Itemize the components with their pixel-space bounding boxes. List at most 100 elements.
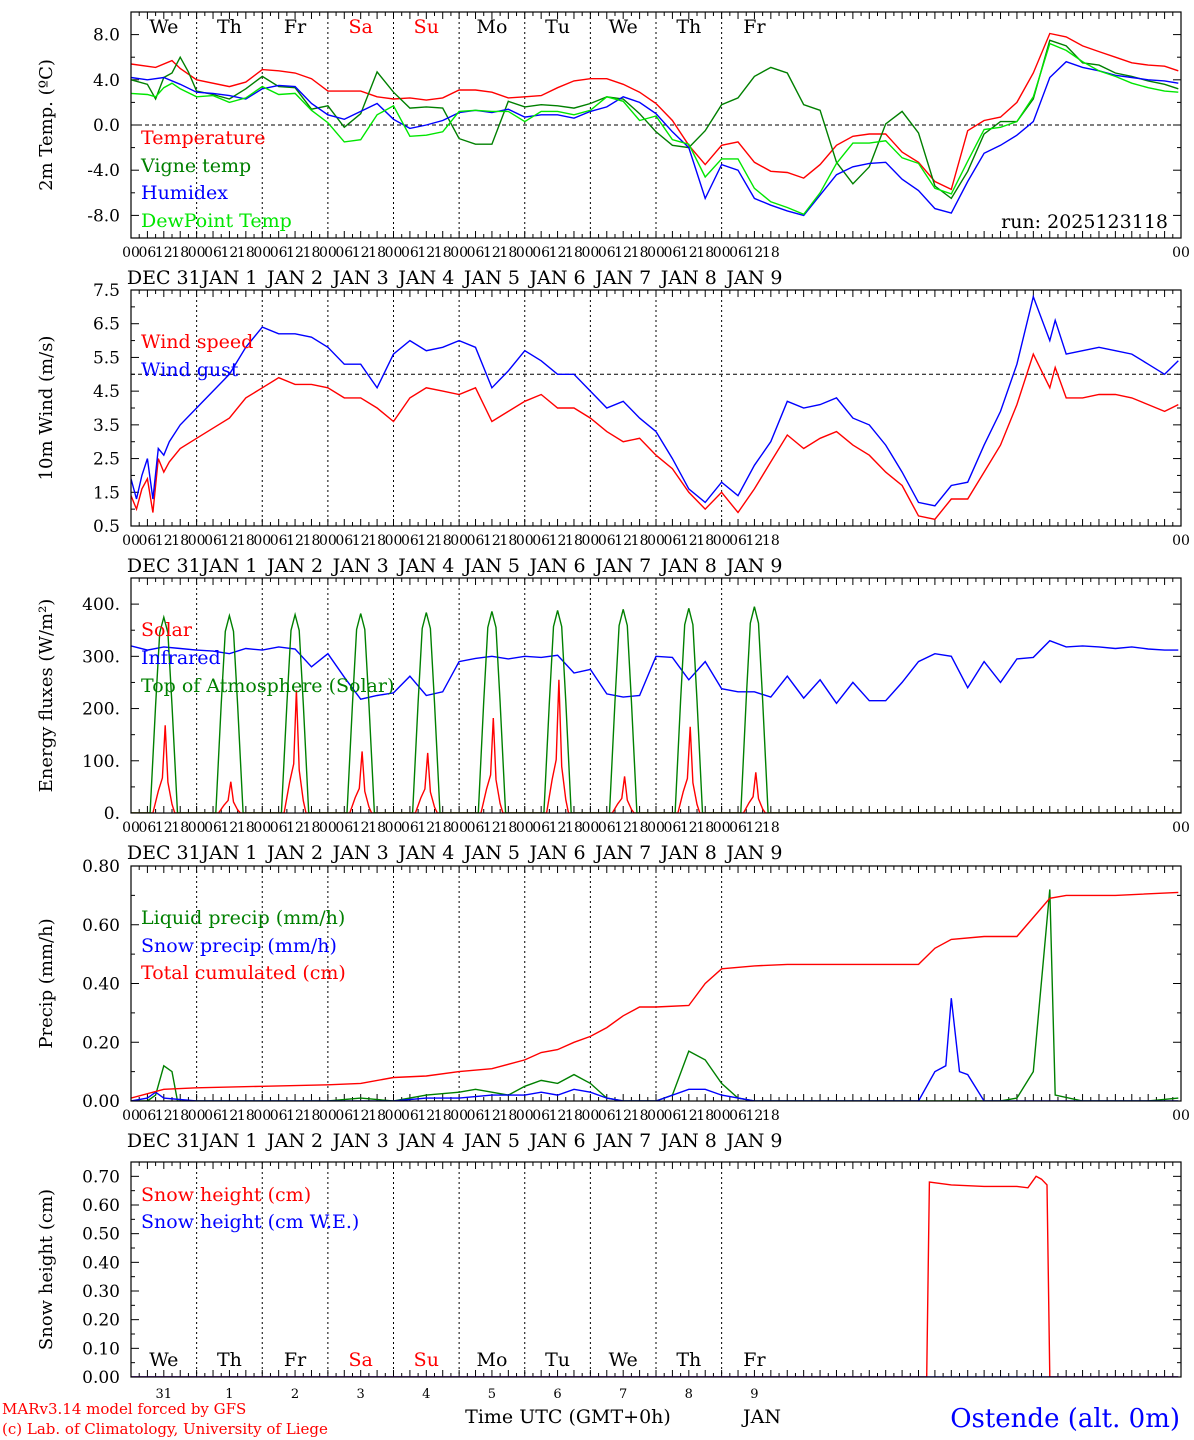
x-hour-label: 00 bbox=[450, 533, 468, 549]
y-tick-label: 0.50 bbox=[82, 1225, 120, 1245]
weekday-label: Th bbox=[676, 1349, 701, 1371]
x-date-label: JAN 4 bbox=[396, 1130, 454, 1152]
x-hour-label: 18 bbox=[434, 533, 452, 549]
series-layer bbox=[131, 32, 1179, 217]
x-hour-label: 06 bbox=[467, 820, 485, 836]
time-axis-label: Time UTC (GMT+0h) bbox=[465, 1406, 671, 1428]
y-tick-label: 2.5 bbox=[93, 450, 120, 470]
x-hour-label: 12 bbox=[286, 533, 304, 549]
x-day-number: 6 bbox=[553, 1387, 561, 1402]
y-tick-label: 0.30 bbox=[82, 1282, 120, 1302]
x-hour-label: 18 bbox=[499, 820, 517, 836]
plot-frame bbox=[130, 577, 1182, 814]
x-hour-label: 18 bbox=[237, 1108, 255, 1124]
x-hour-label: 12 bbox=[549, 245, 567, 261]
x-hour-label: 12 bbox=[746, 533, 764, 549]
x-hour-label: 06 bbox=[204, 245, 222, 261]
y-axis-label: Energy fluxes (W/m²) bbox=[36, 599, 57, 793]
series-layer bbox=[131, 294, 1179, 521]
x-hour-label: 18 bbox=[237, 820, 255, 836]
legend-entry: DewPoint Temp bbox=[141, 210, 292, 232]
x-hour-label: 06 bbox=[401, 1108, 419, 1124]
y-tick-label: 6.5 bbox=[93, 315, 120, 335]
series-layer bbox=[131, 889, 1179, 1101]
x-date-label: JAN 3 bbox=[331, 267, 389, 289]
x-hour-label: 12 bbox=[614, 820, 632, 836]
series-line-wind-speed bbox=[131, 352, 1179, 521]
x-hour-label: 00 bbox=[647, 1108, 665, 1124]
panel-snow: 0.00 0.10 0.20 0.30 0.40 0.50 0.60 0.70 Snow hei… bbox=[36, 1161, 1182, 1402]
x-date-label: JAN 6 bbox=[528, 842, 586, 864]
weekday-label: Th bbox=[217, 16, 242, 38]
x-hour-label: 00 bbox=[188, 1108, 206, 1124]
weekday-label: Sa bbox=[349, 16, 373, 38]
x-hour-label: 12 bbox=[549, 533, 567, 549]
x-date-label: JAN 9 bbox=[724, 1130, 782, 1152]
x-hour-label: 00 bbox=[122, 533, 140, 549]
series-line-solar bbox=[131, 679, 1181, 813]
y-tick-label: 0.80 bbox=[82, 857, 120, 877]
x-hour-label: 00 bbox=[516, 820, 534, 836]
x-hour-label: 12 bbox=[614, 1108, 632, 1124]
x-hour-label: 06 bbox=[138, 245, 156, 261]
x-date-label: DEC 31 bbox=[127, 267, 201, 289]
legend-entry: Snow height (cm) bbox=[141, 1184, 311, 1206]
x-hour-label: 00 bbox=[122, 1108, 140, 1124]
x-hour-label: 06 bbox=[270, 820, 288, 836]
weekday-label: We bbox=[609, 1349, 638, 1371]
x-hour-label: 12 bbox=[221, 1108, 239, 1124]
x-hour-label: 00 bbox=[122, 820, 140, 836]
x-hour-label: 06 bbox=[532, 1108, 550, 1124]
x-hour-label: 18 bbox=[303, 1108, 321, 1124]
legend-entry: Snow precip (mm/h) bbox=[141, 935, 337, 957]
x-date-label: JAN 4 bbox=[396, 842, 454, 864]
x-day-number: 7 bbox=[619, 1387, 627, 1402]
y-tick-label: 5.5 bbox=[93, 348, 120, 368]
legend-entry: Vigne temp bbox=[140, 155, 251, 177]
x-date-label: JAN 7 bbox=[593, 267, 651, 289]
x-hour-label: 06 bbox=[335, 245, 353, 261]
x-date-label: JAN 6 bbox=[528, 1130, 586, 1152]
x-hour-label: 18 bbox=[696, 245, 714, 261]
series-line-snow-precip-mm-h bbox=[131, 998, 1179, 1101]
x-day-number: 8 bbox=[685, 1387, 693, 1402]
x-hour-label: 18 bbox=[368, 820, 386, 836]
x-hour-label: 00 bbox=[713, 533, 731, 549]
x-hour-label: 18 bbox=[696, 533, 714, 549]
x-hour-label: 00 bbox=[450, 245, 468, 261]
x-hour-label: 00 bbox=[450, 820, 468, 836]
x-hour-label: 12 bbox=[549, 1108, 567, 1124]
x-date-label: JAN 2 bbox=[265, 267, 323, 289]
x-hour-label: 18 bbox=[631, 820, 649, 836]
weekday-label: We bbox=[609, 16, 638, 38]
x-hour-label: 12 bbox=[221, 820, 239, 836]
x-hour-label: 06 bbox=[729, 820, 747, 836]
x-hour-label: 12 bbox=[680, 533, 698, 549]
x-hour-label: 12 bbox=[483, 533, 501, 549]
x-hour-label: 18 bbox=[237, 533, 255, 549]
x-date-label: JAN 5 bbox=[462, 842, 520, 864]
legend-entry: Wind gust bbox=[141, 359, 239, 381]
x-hour-label: 12 bbox=[352, 1108, 370, 1124]
x-hour-label: 18 bbox=[434, 245, 452, 261]
x-date-label: JAN 3 bbox=[331, 555, 389, 577]
y-tick-label: 7.5 bbox=[93, 281, 120, 301]
x-hour-label: 06 bbox=[335, 533, 353, 549]
x-hour-label: 12 bbox=[221, 245, 239, 261]
x-hour-label: 18 bbox=[303, 820, 321, 836]
x-date-label: JAN 1 bbox=[199, 555, 257, 577]
y-tick-label: -8.0 bbox=[87, 206, 120, 226]
x-hour-label: 18 bbox=[368, 245, 386, 261]
x-hour-label: 00 bbox=[319, 820, 337, 836]
x-hour-label: 12 bbox=[746, 1108, 764, 1124]
x-hour-label: 00 bbox=[1172, 1108, 1190, 1124]
month-label: JAN bbox=[741, 1406, 781, 1428]
x-hour-label: 18 bbox=[303, 245, 321, 261]
x-hour-label: 06 bbox=[138, 533, 156, 549]
x-hour-label: 18 bbox=[499, 533, 517, 549]
weekday-label: Tu bbox=[545, 16, 570, 38]
x-hour-label: 06 bbox=[729, 1108, 747, 1124]
y-tick-label: 100. bbox=[82, 752, 120, 772]
x-hour-label: 00 bbox=[581, 245, 599, 261]
